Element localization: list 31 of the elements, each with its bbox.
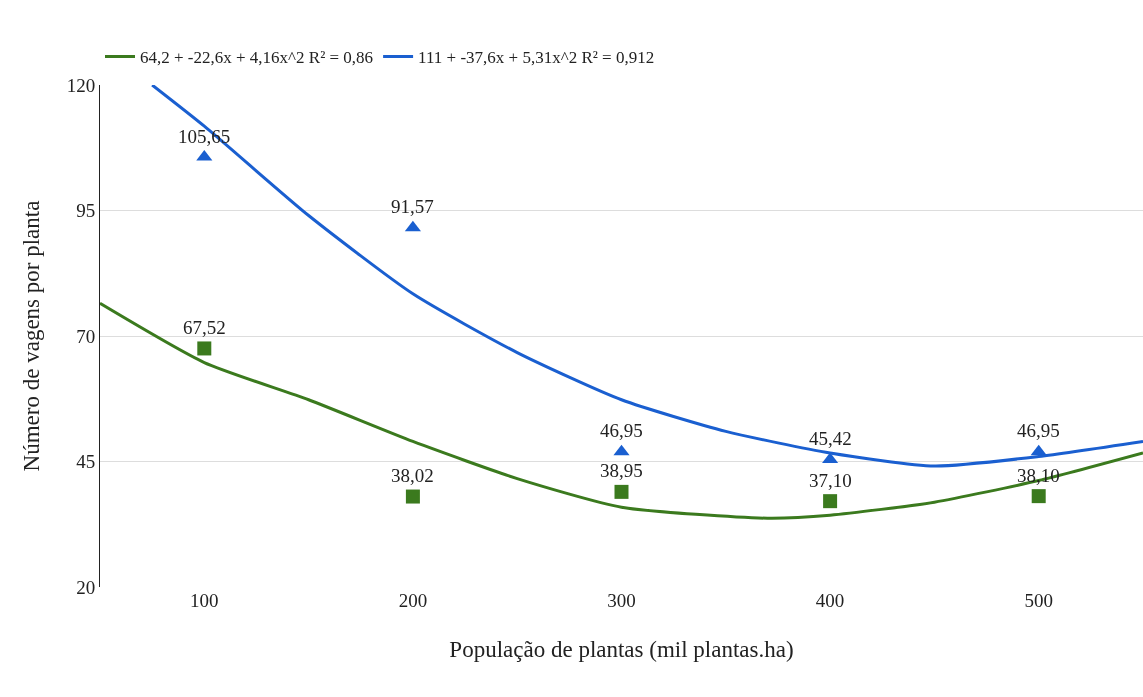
x-axis-title: População de plantas (mil plantas.ha) bbox=[449, 636, 794, 662]
y-tick-label: 45 bbox=[76, 451, 96, 473]
point bbox=[614, 484, 629, 499]
legend-label: 64,2 + -22,6x + 4,16x^2 R² = 0,86 bbox=[140, 48, 374, 68]
y-tick-label: 70 bbox=[76, 325, 96, 347]
y-tick-label: 120 bbox=[66, 74, 96, 96]
legend-label: 111 + -37,6x + 5,31x^2 R² = 0,912 bbox=[418, 48, 655, 68]
point bbox=[1031, 489, 1046, 504]
data-label: 38,95 bbox=[600, 460, 643, 481]
point bbox=[613, 444, 630, 456]
y-axis-title: Número de vagens por planta bbox=[19, 200, 45, 472]
point bbox=[823, 494, 838, 509]
data-label: 46,95 bbox=[600, 420, 643, 441]
point bbox=[1030, 444, 1047, 456]
data-label: 45,42 bbox=[809, 428, 852, 449]
data-label: 46,95 bbox=[1017, 420, 1060, 441]
point bbox=[404, 220, 421, 232]
data-label: 91,57 bbox=[391, 196, 434, 217]
x-tick-label: 300 bbox=[607, 590, 636, 611]
x-tick-label: 100 bbox=[190, 590, 219, 611]
x-tick-label: 500 bbox=[1024, 590, 1053, 611]
data-label: 38,02 bbox=[391, 465, 434, 486]
data-label: 37,10 bbox=[809, 470, 852, 491]
x-tick-label: 200 bbox=[398, 590, 428, 611]
y-tick-label: 20 bbox=[76, 576, 96, 598]
point bbox=[197, 341, 212, 356]
y-tick-label: 95 bbox=[76, 200, 96, 222]
x-tick-label: 400 bbox=[815, 590, 845, 611]
line-series bbox=[100, 301, 1143, 520]
data-label: 67,52 bbox=[183, 317, 226, 338]
point bbox=[405, 489, 420, 504]
